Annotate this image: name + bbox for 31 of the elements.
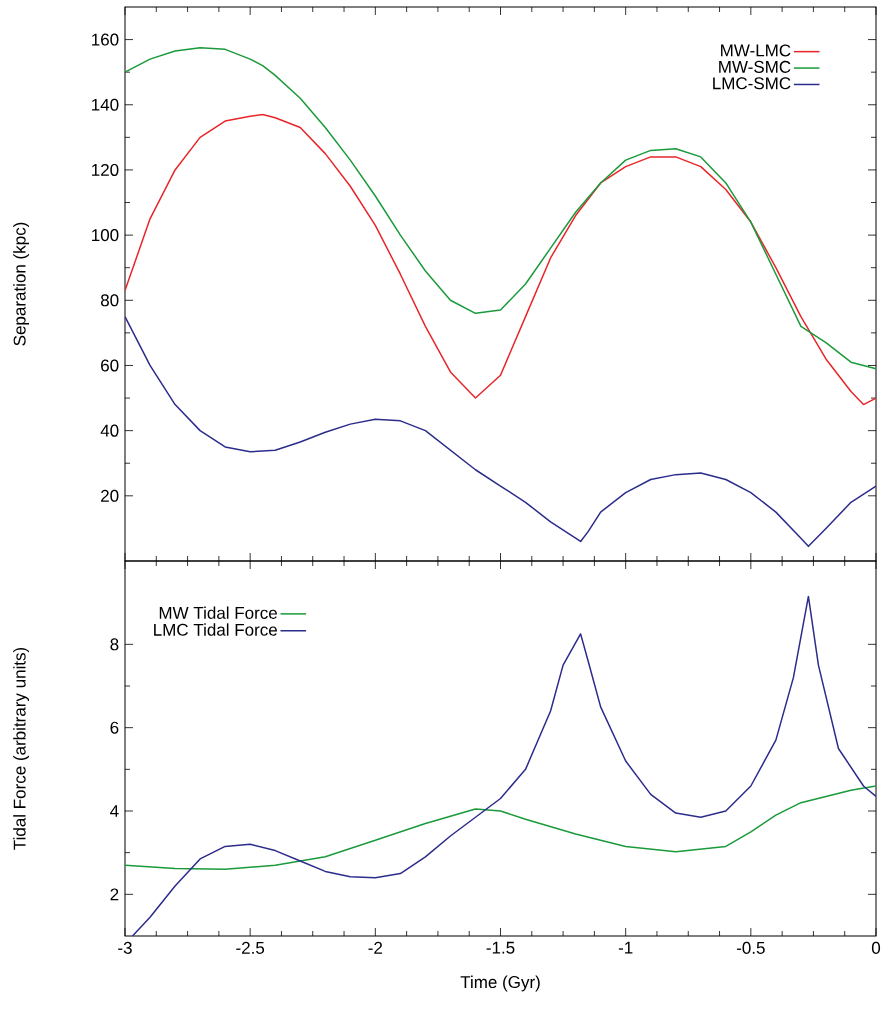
y-tick-label: 40 (100, 424, 119, 437)
x-tick-label: -1.5 (486, 941, 515, 954)
y-tick-label: 6 (110, 721, 119, 734)
y-tick-label: 8 (110, 638, 119, 651)
y-tick-label: 120 (92, 163, 119, 176)
legend-label: MW-SMC (719, 60, 791, 73)
y-tick-label: 60 (101, 359, 119, 372)
y-tick-label: 4 (110, 805, 119, 817)
x-tick-label: -0.5 (736, 941, 765, 954)
line-series (131, 595, 876, 936)
line-series (125, 113, 876, 406)
x-tick-label: -2.5 (236, 941, 265, 954)
line-series (125, 785, 876, 871)
line-series (125, 46, 876, 370)
legend-label: LMC-SMC (713, 77, 791, 90)
x-axis-title: Time (Gyr) (460, 975, 540, 992)
legend-label: MW-LMC (721, 44, 791, 57)
y-tick-label: 80 (100, 294, 119, 307)
y-tick-label: 140 (92, 98, 119, 111)
legend-label: MW Tidal Force (159, 606, 277, 619)
y-tick-label: 20 (101, 489, 119, 502)
x-tick-label: -2 (368, 941, 383, 954)
legend-label: LMC Tidal Force (154, 623, 277, 636)
y-axis-title: Separation (kpc) (13, 222, 30, 346)
y-tick-label: 100 (92, 229, 119, 242)
y-tick-label: 160 (92, 33, 119, 46)
x-tick-label: -3 (118, 941, 132, 954)
x-tick-label: 0 (871, 941, 881, 954)
x-tick-label: -1 (618, 941, 633, 954)
y-tick-label: 2 (110, 888, 119, 901)
y-axis-title: Tidal Force (arbitrary units) (13, 647, 30, 850)
